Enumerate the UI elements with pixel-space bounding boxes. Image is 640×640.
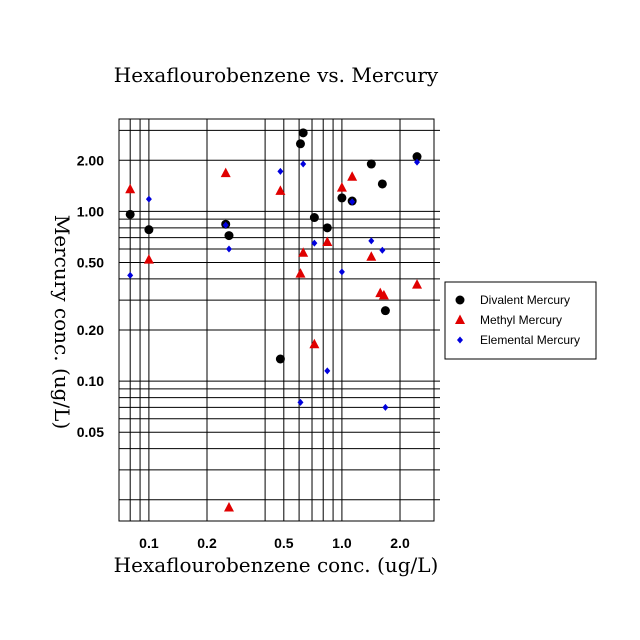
series-elemental-mercury [127,158,421,411]
y-tick-label: 0.50 [77,254,104,270]
x-tick-label: 0.2 [197,535,217,551]
y-tick-label: 0.05 [77,424,104,440]
diamond-point [311,239,318,247]
circle-point [224,231,234,241]
triangle-point [275,185,286,195]
legend-triangle-icon [455,314,465,324]
grid-lines [119,119,440,521]
y-tick-label: 0.10 [77,373,104,389]
diamond-point [277,167,284,175]
triangle-point [412,279,423,289]
y-tick-label: 1.00 [77,203,104,219]
y-axis-label: Mercury conc. (ug/L) [50,215,74,430]
circle-point [298,128,308,138]
x-tick-label: 0.5 [274,535,294,551]
circle-point [380,306,390,316]
diamond-point [414,158,421,166]
x-tick-label: 1.0 [332,535,352,551]
circle-point [322,223,332,233]
x-tick-label: 2.0 [390,535,410,551]
legend: Divalent Mercury Methyl Mercury Elemental … [444,281,597,360]
triangle-point [309,338,320,349]
triangle-point [143,254,154,264]
diamond-point [225,245,232,253]
diamond-point [127,271,134,279]
legend-box [444,281,597,360]
triangle-point [347,171,358,181]
triangle-point [295,268,306,278]
diamond-point [379,246,386,254]
triangle-point [220,167,231,178]
triangle-point [336,182,347,192]
x-tick-label: 0.1 [139,535,159,551]
diamond-point [338,268,345,276]
triangle-point [378,289,389,300]
legend-circle-icon [455,295,465,305]
series-methyl-mercury [125,167,423,512]
chart-title: Hexaflourobenzene vs. Mercury [114,63,439,87]
y-tick-labels: 0.05 0.10 0.20 0.50 1.00 2.00 [77,152,104,440]
series-divalent-mercury [125,128,422,364]
circle-point [295,139,305,149]
plot-frame [118,118,435,522]
legend-label: Elemental Mercury [480,333,580,347]
diamond-point [145,195,152,203]
circle-point [125,209,135,219]
circle-point [412,152,422,162]
diamond-point [297,398,304,406]
circle-point [144,225,154,235]
circle-point [275,354,285,364]
legend-label: Divalent Mercury [480,293,570,307]
circle-point [337,193,347,203]
triangle-point [322,236,333,246]
y-tick-label: 2.00 [77,152,104,168]
diamond-point [368,237,375,245]
x-tick-labels: 0.1 0.2 0.5 1.0 2.0 [139,535,410,551]
diamond-point [382,403,389,411]
legend-label: Methyl Mercury [480,313,562,327]
triangle-point [125,183,136,194]
x-axis-label: Hexaflourobenzene conc. (ug/L) [114,553,439,577]
legend-diamond-icon [457,336,463,344]
y-tick-label: 0.20 [77,322,104,338]
triangle-point [366,251,377,261]
triangle-point [298,247,309,257]
triangle-point [223,502,234,512]
diamond-point [324,367,331,375]
diamond-point [300,160,307,168]
diamond-point [222,221,229,229]
diamond-point [349,198,356,206]
circle-point [366,159,376,169]
data-points [125,128,423,512]
circle-point [309,213,319,223]
circle-point [377,179,387,189]
